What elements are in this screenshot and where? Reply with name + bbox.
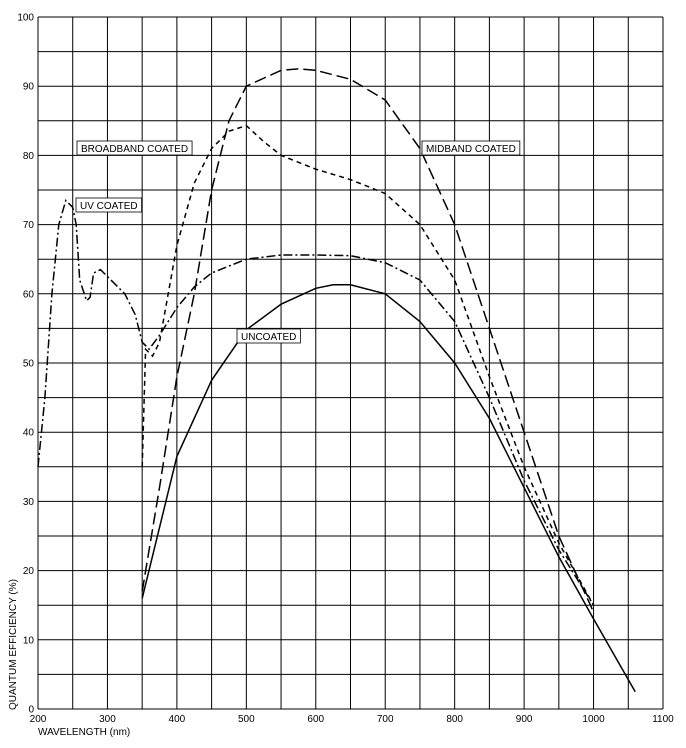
y-tick-label: 10 [23,635,35,646]
x-tick-label: 300 [99,714,116,725]
series-label: UNCOATED [241,332,296,343]
y-tick-label: 80 [23,151,35,162]
y-tick-label: 30 [23,497,35,508]
y-tick-label: 90 [23,82,35,93]
x-tick-label: 600 [307,714,324,725]
x-tick-label: 1000 [582,714,605,725]
y-tick-label: 40 [23,428,35,439]
x-tick-label: 800 [446,714,463,725]
label-box [76,140,193,156]
x-tick-label: 400 [169,714,186,725]
x-tick-label: 700 [377,714,394,725]
x-axis-label: WAVELENGTH (nm) [38,727,130,738]
label-box [236,328,301,344]
y-tick-label: 0 [28,705,34,716]
y-tick-label: 70 [23,220,35,231]
y-axis-label: QUANTUM EFFICIENCY (%) [8,579,19,710]
x-tick-label: 200 [30,714,47,725]
y-tick-label: 20 [23,566,35,577]
series-line [141,124,595,606]
x-tick-label: 900 [516,714,533,725]
label-box [75,197,143,213]
series-line [141,68,595,613]
y-tick-label: 50 [23,359,35,370]
series-label: MIDBAND COATED [426,144,516,155]
series-label: BROADBAND COATED [81,144,188,155]
y-tick-label: 100 [17,13,34,24]
series-label: UV COATED [80,201,138,212]
series-line [37,198,595,606]
series-line [141,284,636,693]
label-box [421,140,521,156]
x-tick-label: 500 [238,714,255,725]
x-tick-label: 1100 [652,714,674,725]
y-tick-label: 60 [23,289,35,300]
